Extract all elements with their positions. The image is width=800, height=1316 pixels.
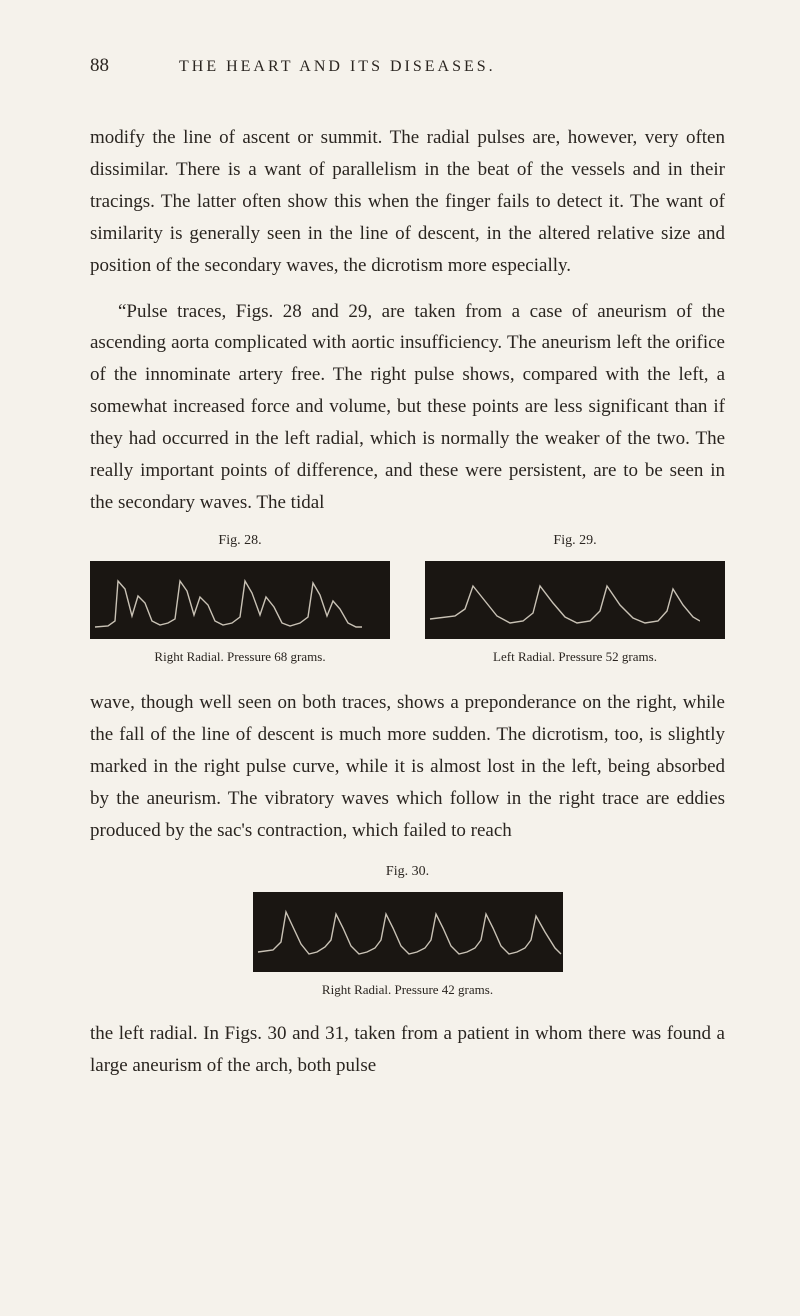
paragraph-3: wave, though well seen on both traces, s… [90,687,725,847]
waveform-30-svg [253,892,563,972]
page-header: 88 THE HEART AND ITS DISEASES. [90,55,725,77]
figure-28-caption: Right Radial. Pressure 68 grams. [154,649,325,665]
page-number: 88 [90,55,109,77]
figure-30-label: Fig. 30. [386,864,429,880]
figure-29-caption: Left Radial. Pressure 52 grams. [493,649,657,665]
waveform-29-svg [425,561,700,639]
paragraph-2: “Pulse traces, Figs. 28 and 29, are take… [90,296,725,519]
figure-29-image [425,561,725,639]
figure-pair-28-29: Fig. 28. Right Radial. Pressure 68 grams… [90,533,725,665]
figure-29-label: Fig. 29. [553,533,596,549]
figure-30-caption: Right Radial. Pressure 42 grams. [322,982,493,998]
figure-28-block: Fig. 28. Right Radial. Pressure 68 grams… [90,533,390,665]
paragraph-4: the left radial. In Figs. 30 and 31, tak… [90,1018,725,1082]
paragraph-1: modify the line of ascent or summit. The… [90,122,725,282]
figure-29-block: Fig. 29. Left Radial. Pressure 52 grams. [425,533,725,665]
figure-30-image [253,892,563,972]
running-title: THE HEART AND ITS DISEASES. [179,58,496,76]
figure-28-label: Fig. 28. [218,533,261,549]
figure-28-image [90,561,390,639]
figure-30-block: Fig. 30. Right Radial. Pressure 42 grams… [90,864,725,998]
waveform-28-svg [90,561,365,639]
